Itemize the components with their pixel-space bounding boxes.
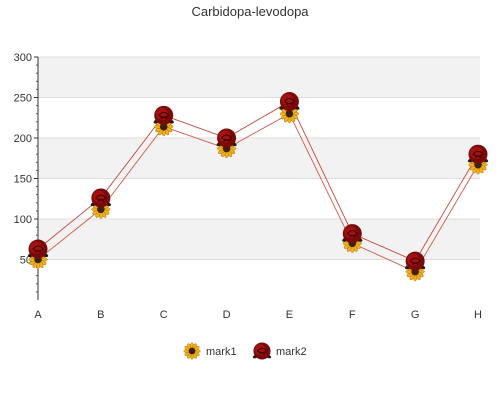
grid-band — [38, 219, 480, 260]
y-tick-label: 100 — [14, 214, 32, 226]
x-tick-label: F — [349, 309, 356, 321]
legend-sunflower-icon — [183, 342, 201, 360]
data-point-mark2 — [153, 105, 174, 125]
data-point-mark2 — [342, 224, 363, 244]
x-tick-label: H — [474, 309, 482, 321]
x-tick-label: A — [34, 309, 42, 321]
x-tick-label: E — [286, 309, 293, 321]
y-tick-label: 300 — [14, 52, 32, 64]
x-tick-label: D — [223, 309, 231, 321]
data-point-mark2 — [279, 92, 300, 112]
data-point-mark2 — [404, 251, 426, 271]
grid-lines — [38, 56, 480, 260]
data-point-mark2 — [467, 144, 489, 164]
legend-label: mark2 — [276, 346, 307, 358]
y-tick-label: 250 — [14, 93, 32, 105]
y-tick-label: 200 — [14, 133, 32, 145]
data-point-mark2 — [216, 128, 237, 148]
grid-bands — [38, 57, 480, 260]
data-point-mark2 — [27, 239, 49, 259]
series-line-mark1 — [37, 113, 479, 273]
legend-label: mark1 — [206, 346, 237, 358]
series-markers — [27, 92, 489, 282]
grid-band — [38, 138, 480, 179]
series-line-mark2 — [37, 100, 479, 262]
legend: mark1 mark2 — [183, 342, 307, 360]
y-tick-label: 150 — [14, 174, 32, 186]
series-lines — [37, 100, 479, 273]
data-point-mark2 — [90, 188, 112, 208]
y-tick-labels: 50 100 150 200 250 300 — [14, 52, 32, 267]
y-tick-label: 50 — [20, 255, 32, 267]
legend-rose-icon — [252, 342, 272, 360]
x-tick-labels: A B C D E F G H — [34, 309, 482, 321]
x-tick-label: G — [411, 309, 420, 321]
grid-band — [38, 57, 480, 98]
x-tick-label: B — [97, 309, 104, 321]
chart-title: Carbidopa-levodopa — [191, 4, 309, 19]
x-tick-label: C — [160, 309, 168, 321]
